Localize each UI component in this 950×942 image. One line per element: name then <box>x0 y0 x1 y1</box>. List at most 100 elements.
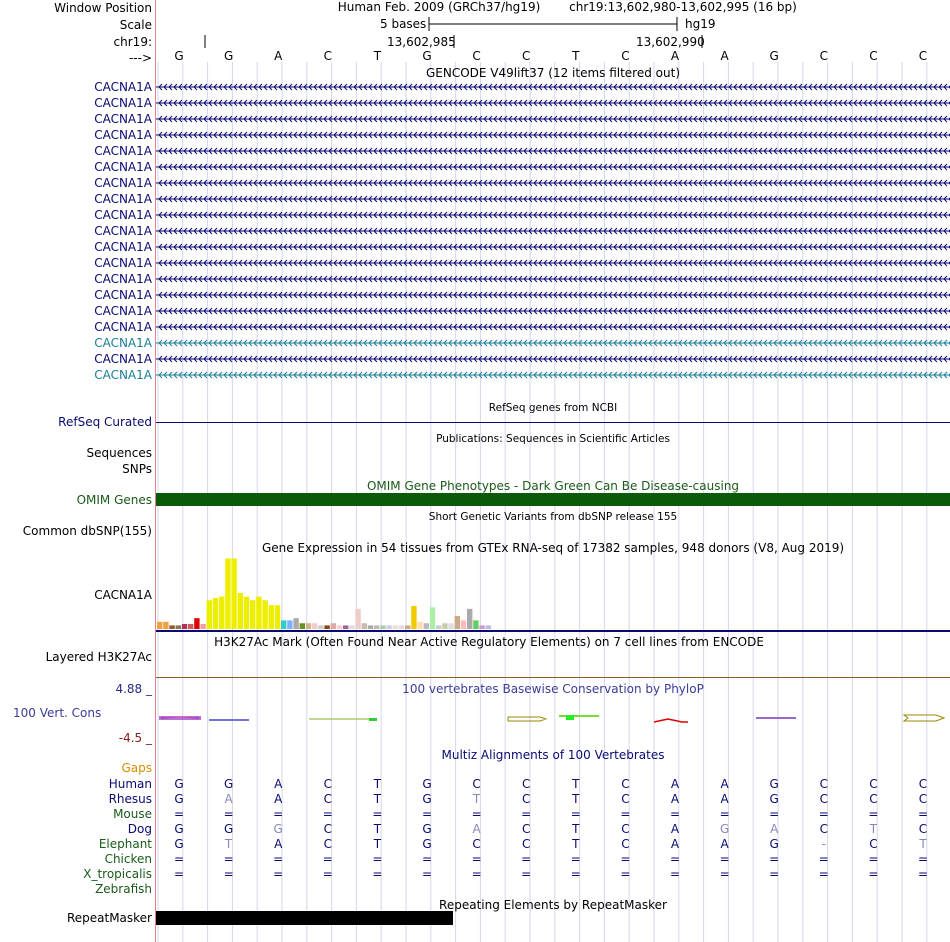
h3k27ac-track-title[interactable]: H3K27Ac Mark (Often Found Near Active Re… <box>214 635 764 649</box>
cons-track-title[interactable]: 100 vertebrates Basewise Conservation by… <box>402 682 704 696</box>
gtex-tissue-bar <box>355 608 361 629</box>
repeatmasker-label[interactable]: RepeatMasker <box>66 911 152 925</box>
refseq-curated-label[interactable]: RefSeq Curated <box>58 415 152 429</box>
gtex-bar-chart[interactable] <box>156 554 950 634</box>
publications-track-title[interactable]: Publications: Sequences in Scientific Ar… <box>436 433 670 445</box>
gtex-tissue-bar <box>157 621 163 629</box>
species-label[interactable]: Mouse <box>113 807 152 821</box>
alignment-base: T <box>919 837 927 851</box>
sequences-label[interactable]: Sequences <box>86 446 152 460</box>
alignment-base: A <box>274 777 283 791</box>
gtex-tissue-bar <box>448 623 454 629</box>
gencode-transcript-label[interactable]: CACNA1A <box>94 208 152 222</box>
alignment-base: T <box>572 822 580 836</box>
gencode-transcript-feature <box>156 195 950 203</box>
gencode-transcript-label[interactable]: CACNA1A <box>94 144 152 158</box>
alignment-base: = <box>372 807 383 821</box>
gencode-transcript-label[interactable]: CACNA1A <box>94 256 152 270</box>
gencode-transcript-label[interactable]: CACNA1A <box>94 128 152 142</box>
gencode-transcript-label[interactable]: CACNA1A <box>94 224 152 238</box>
refseq-track-title[interactable]: RefSeq genes from NCBI <box>488 402 618 414</box>
species-label[interactable]: Rhesus <box>108 792 152 806</box>
layered-h3k27ac-label[interactable]: Layered H3K27Ac <box>45 650 152 664</box>
species-label[interactable]: X_tropicalis <box>83 867 152 881</box>
common-dbsnp-label[interactable]: Common dbSNP(155) <box>22 524 152 538</box>
gtex-tissue-bar <box>367 625 374 629</box>
gencode-transcript-label[interactable]: CACNA1A <box>94 304 152 318</box>
gencode-transcript-label[interactable]: CACNA1A <box>94 80 152 94</box>
gencode-transcript-label[interactable]: CACNA1A <box>94 320 152 334</box>
dna-base: C <box>521 49 531 63</box>
dbsnp-track-title[interactable]: Short Genetic Variants from dbSNP releas… <box>428 511 678 523</box>
gtex-tissue-bar <box>324 625 330 629</box>
alignment-base: C <box>621 777 630 791</box>
position-ruler <box>204 35 703 48</box>
dna-base: G <box>174 49 184 63</box>
alignment-base: G <box>769 792 779 806</box>
gencode-transcript-feature <box>156 307 950 315</box>
repeatmasker-feature[interactable] <box>156 911 453 925</box>
track-image[interactable]: Human Feb. 2009 (GRCh37/hg19) chr19:13,6… <box>156 0 950 942</box>
gtex-tissue-bar <box>305 623 312 629</box>
gencode-transcript-label[interactable]: CACNA1A <box>94 160 152 174</box>
gencode-track[interactable] <box>156 78 950 398</box>
gencode-transcript-label[interactable]: CACNA1A <box>94 288 152 302</box>
panel-divider[interactable] <box>155 0 156 942</box>
gencode-transcript-feature <box>156 339 950 347</box>
alignment-base: = <box>223 807 234 821</box>
scale-label: Scale <box>119 18 152 32</box>
gtex-tissue-bar <box>318 625 324 629</box>
gencode-transcript-label[interactable]: CACNA1A <box>94 96 152 110</box>
strand-toggle[interactable]: ---> <box>128 51 152 65</box>
gtex-tissue-bar <box>330 623 336 629</box>
gencode-transcript-label[interactable]: CACNA1A <box>94 240 152 254</box>
gtex-track-title[interactable]: Gene Expression in 54 tissues from GTEx … <box>261 541 845 555</box>
alignment-base: = <box>471 807 482 821</box>
track-labels-panel: Window Position Scale chr19: ---> CACNA1… <box>0 0 155 942</box>
alignment-base: G <box>769 837 779 851</box>
species-label[interactable]: Elephant <box>98 837 152 851</box>
species-label[interactable]: Human <box>108 777 152 791</box>
gencode-transcript-feature <box>156 355 950 363</box>
gtex-tissue-bar <box>429 607 436 629</box>
gencode-transcript-label[interactable]: CACNA1A <box>94 176 152 190</box>
gtex-tissue-bar <box>212 598 219 629</box>
gencode-transcript-label[interactable]: CACNA1A <box>94 272 152 286</box>
omim-feature-bar[interactable] <box>156 493 950 506</box>
alignment-base: = <box>769 852 780 866</box>
gencode-transcript-feature <box>156 115 950 123</box>
alignment-base: = <box>421 867 433 881</box>
species-label[interactable]: Dog <box>127 822 152 836</box>
gtex-tissue-bar <box>392 625 398 629</box>
alignment-base: A <box>720 777 729 791</box>
multiz-track-title[interactable]: Multiz Alignments of 100 Vertebrates <box>441 748 665 762</box>
alignment-base: C <box>521 777 531 791</box>
gtex-tissue-bar <box>479 625 485 629</box>
gencode-transcript-label[interactable]: CACNA1A <box>94 368 152 382</box>
alignment-base: = <box>223 852 234 866</box>
alignment-base: = <box>669 867 681 881</box>
alignment-base: C <box>621 792 630 806</box>
gencode-transcript-feature <box>156 291 950 299</box>
alignment-base: G <box>174 822 184 836</box>
gtex-gene-label[interactable]: CACNA1A <box>94 588 152 602</box>
gencode-track-title[interactable]: GENCODE V49lift37 (12 items filtered out… <box>425 66 681 80</box>
species-label[interactable]: Chicken <box>104 852 152 866</box>
refseq-feature[interactable] <box>156 422 950 423</box>
gencode-transcript-label[interactable]: CACNA1A <box>94 112 152 126</box>
cons-track-label[interactable]: 100 Vert. Cons <box>13 706 102 720</box>
gencode-transcript-label[interactable]: CACNA1A <box>94 192 152 206</box>
gtex-tissue-bar <box>175 625 181 629</box>
gencode-transcript-label[interactable]: CACNA1A <box>94 352 152 366</box>
gtex-tissue-bar <box>293 618 299 629</box>
repeatmasker-track-title[interactable]: Repeating Elements by RepeatMasker <box>439 898 667 912</box>
alignment-base: - <box>821 837 826 851</box>
species-label[interactable]: Zebrafish <box>95 882 152 896</box>
gtex-tissue-bar <box>163 621 169 629</box>
gencode-transcript-label[interactable]: CACNA1A <box>94 336 152 350</box>
omim-genes-label[interactable]: OMIM Genes <box>76 493 152 507</box>
snps-label[interactable]: SNPs <box>122 462 152 476</box>
omim-track-title[interactable]: OMIM Gene Phenotypes - Dark Green Can Be… <box>366 479 740 493</box>
h3k27ac-baseline <box>156 677 950 678</box>
gtex-tissue-bar <box>262 600 268 629</box>
